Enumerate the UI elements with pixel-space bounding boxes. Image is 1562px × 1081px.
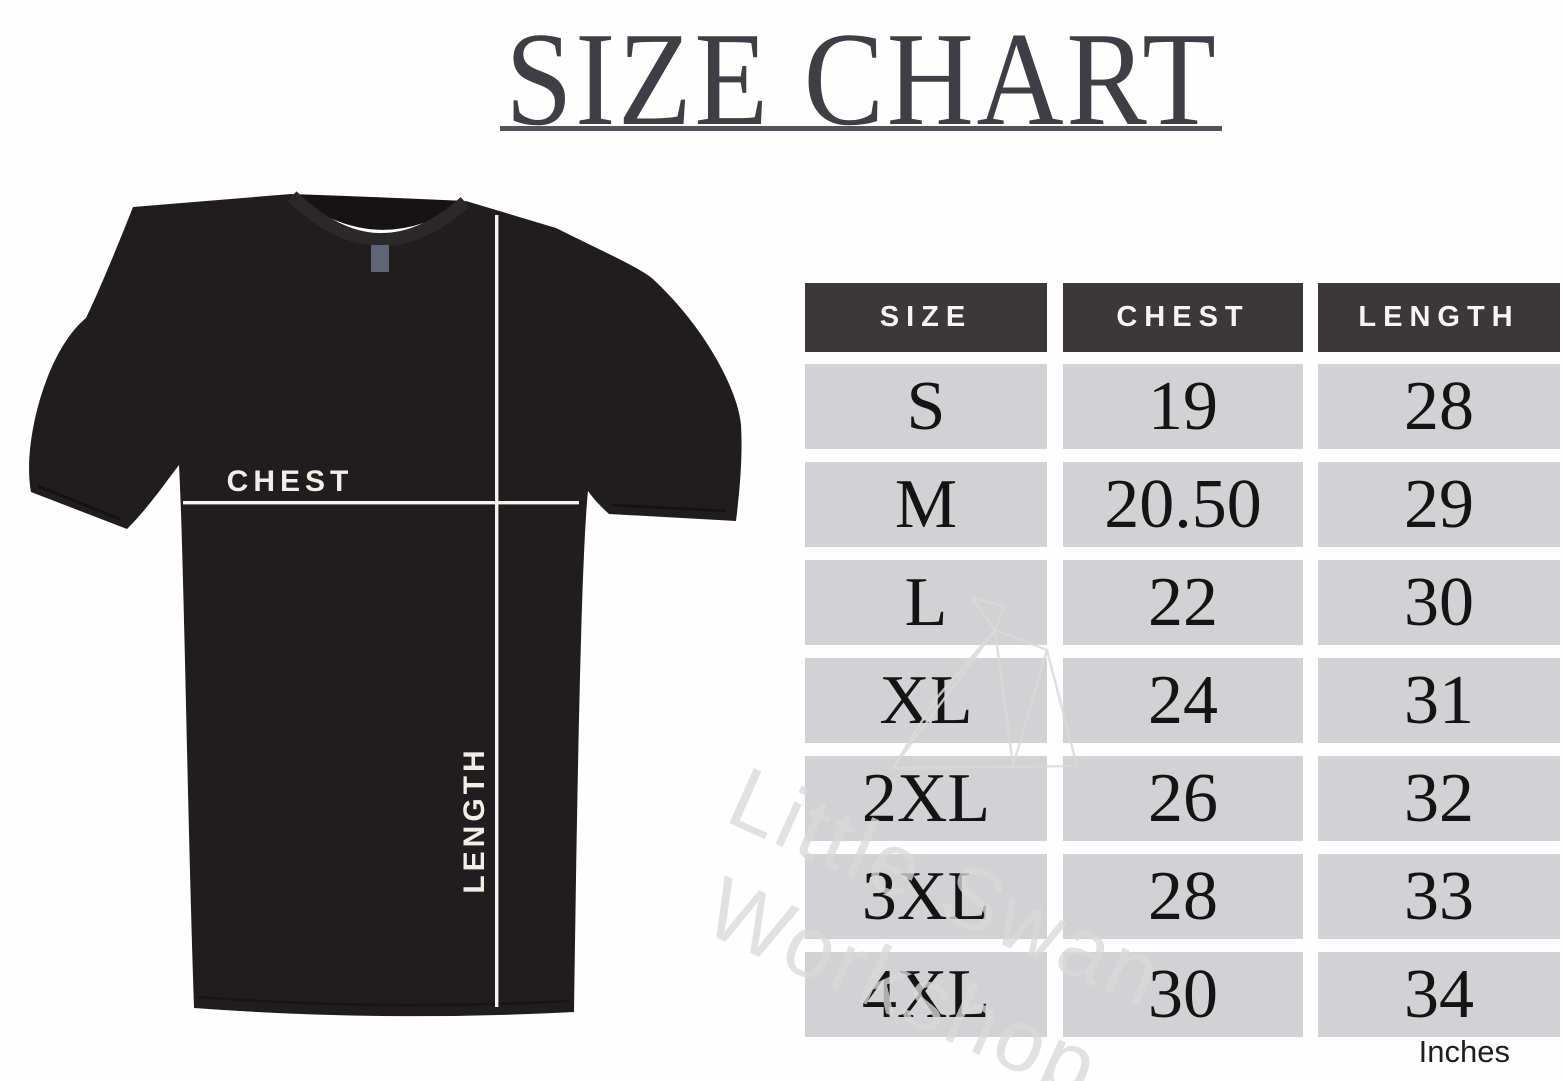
table-cell-length: 33 bbox=[1318, 854, 1560, 939]
table-cell-size: 3XL bbox=[805, 854, 1047, 939]
chest-measure-label: CHEST bbox=[227, 465, 354, 498]
title-underline bbox=[500, 126, 1222, 131]
right-sleeve-stitch bbox=[611, 503, 727, 513]
page-title: SIZE CHART bbox=[505, 5, 1219, 153]
table-cell-chest: 22 bbox=[1063, 560, 1303, 645]
table-cell-size: 4XL bbox=[805, 952, 1047, 1037]
chest-measure-line bbox=[183, 501, 579, 505]
table-cell-chest: 28 bbox=[1063, 854, 1303, 939]
table-cell-size: 2XL bbox=[805, 756, 1047, 841]
table-header-size: SIZE bbox=[805, 283, 1047, 352]
collar-tag bbox=[371, 245, 389, 272]
table-cell-length: 30 bbox=[1318, 560, 1560, 645]
table-cell-size: L bbox=[805, 560, 1047, 645]
bottom-hem-stitch bbox=[197, 995, 571, 1007]
table-cell-chest: 24 bbox=[1063, 658, 1303, 743]
collar-band bbox=[287, 191, 470, 247]
table-cell-chest: 19 bbox=[1063, 364, 1303, 449]
table-cell-length: 31 bbox=[1318, 658, 1560, 743]
table-cell-chest: 26 bbox=[1063, 756, 1303, 841]
length-measure-line bbox=[495, 215, 499, 1007]
collar-inner bbox=[291, 194, 466, 230]
table-header-length: LENGTH bbox=[1318, 283, 1560, 352]
length-measure-label: LENGTH bbox=[458, 746, 491, 893]
table-cell-length: 32 bbox=[1318, 756, 1560, 841]
left-sleeve-stitch bbox=[37, 484, 121, 521]
table-cell-size: S bbox=[805, 364, 1047, 449]
table-cell-size: M bbox=[805, 462, 1047, 547]
table-cell-chest: 30 bbox=[1063, 952, 1303, 1037]
tshirt-body bbox=[29, 194, 742, 1017]
table-cell-chest: 20.50 bbox=[1063, 462, 1303, 547]
table-cell-length: 34 bbox=[1318, 952, 1560, 1037]
units-footnote: Inches bbox=[1418, 1034, 1510, 1069]
table-cell-length: 29 bbox=[1318, 462, 1560, 547]
table-cell-size: XL bbox=[805, 658, 1047, 743]
table-cell-length: 28 bbox=[1318, 364, 1560, 449]
tshirt-illustration: CHEST LENGTH bbox=[29, 191, 742, 1017]
table-header-chest: CHEST bbox=[1063, 283, 1303, 352]
